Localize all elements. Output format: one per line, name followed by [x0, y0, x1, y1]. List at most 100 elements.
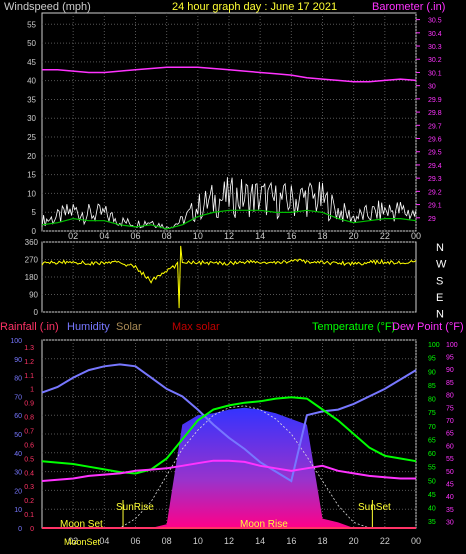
direction-series — [41, 245, 417, 309]
low-x-tick: 22 — [380, 536, 390, 546]
solar-label: Solar — [116, 321, 142, 333]
temp-tick: 75 — [428, 410, 436, 417]
direction-line — [41, 245, 417, 309]
low-x-tick: 20 — [349, 536, 359, 546]
baro-tick: 30.5 — [428, 18, 442, 25]
humidity-label: Humidity — [67, 321, 110, 333]
baro-tick: 30 — [428, 84, 436, 91]
wind-y-tick: 20 — [27, 152, 36, 161]
wind-x-tick: 04 — [99, 231, 109, 241]
rainfall-label: Rainfall (.in) — [0, 321, 59, 333]
barometer-label: Barometer (.in) — [372, 1, 445, 13]
baro-tick: 29.6 — [428, 137, 442, 144]
temp-tick: 100 — [428, 342, 440, 349]
dew-tick: 90 — [446, 367, 454, 374]
sunrise-label: SunRise — [116, 502, 154, 513]
dew-tick: 65 — [446, 431, 454, 438]
wind-grid — [42, 13, 417, 232]
graph-title: 24 hour graph day : June 17 2021 — [172, 1, 337, 13]
rain-tick: 0.7 — [24, 429, 34, 436]
humidity-tick: 100 — [10, 338, 22, 345]
dew-tick: 40 — [446, 494, 454, 501]
wind-average-line — [41, 209, 417, 230]
wind-y-tick: 40 — [27, 77, 36, 86]
baro-tick: 29.9 — [428, 97, 442, 104]
dew-tick: 95 — [446, 355, 454, 362]
dir-y-tick: 270 — [25, 256, 39, 265]
barometer-line — [42, 66, 417, 83]
humidity-tick: 90 — [14, 357, 22, 364]
temperature-label: Temperature (°F) — [312, 321, 395, 333]
wind-y-tick: 55 — [27, 20, 36, 29]
rain-tick: 0.1 — [24, 512, 34, 519]
baro-tick: 29.4 — [428, 163, 442, 170]
dir-y-tick: 180 — [25, 273, 39, 282]
barometer-ticks: 29 29.1 29.2 29.3 29.4 29.5 29.6 29.7 29.8 29.9 30… — [416, 18, 442, 223]
low-x-tick: 06 — [130, 536, 140, 546]
rain-tick: 0.4 — [24, 470, 34, 477]
rain-tick: 0.3 — [24, 484, 34, 491]
temperature-line — [41, 396, 417, 475]
low-x-tick: 12 — [224, 536, 234, 546]
wind-y-tick: 45 — [27, 58, 36, 67]
dew-tick: 70 — [446, 418, 454, 425]
temp-tick: 95 — [428, 356, 436, 363]
sunset-label: SunSet — [358, 502, 391, 513]
wind-x-tick: 20 — [349, 231, 359, 241]
rain-tick: 0.9 — [24, 401, 34, 408]
dew-tick: 75 — [446, 405, 454, 412]
low-x-tick: 02 — [68, 536, 78, 546]
dew-tick: 85 — [446, 380, 454, 387]
wind-x-tick: 08 — [162, 231, 172, 241]
humidity-tick: 80 — [14, 376, 22, 383]
windspeed-line — [41, 177, 417, 230]
temp-tick: 65 — [428, 437, 436, 444]
dewpoint-label: Dew Point (°F) — [392, 321, 464, 333]
baro-tick: 29.8 — [428, 110, 442, 117]
baro-tick: 29.5 — [428, 150, 442, 157]
wind-y-ticks: 0 5 10 15 20 25 30 35 40 45 50 55 — [27, 20, 36, 236]
temp-tick: 60 — [428, 451, 436, 458]
compass-label: N — [436, 309, 444, 321]
dew-tick: 45 — [446, 482, 454, 489]
humidity-tick: 40 — [14, 451, 22, 458]
rain-tick: 0.6 — [24, 442, 34, 449]
baro-tick: 29 — [428, 216, 436, 223]
moon-set-label: Moon Set — [60, 519, 103, 530]
rain-tick: 0.8 — [24, 415, 34, 422]
wind-series — [41, 66, 417, 230]
wind-x-tick: 14 — [255, 231, 265, 241]
low-x-tick: 16 — [286, 536, 296, 546]
wind-y-tick: 25 — [27, 133, 36, 142]
compass-label: W — [436, 259, 447, 271]
dew-tick: 35 — [446, 507, 454, 514]
humidity-tick: 60 — [14, 413, 22, 420]
wind-y-tick: 50 — [27, 39, 36, 48]
low-x-tick: 08 — [162, 536, 172, 546]
rain-tick: 0.2 — [24, 498, 34, 505]
wind-y-tick: 0 — [32, 227, 37, 236]
dew-tick: 100 — [446, 342, 458, 349]
moon-rise-label: Moon Rise — [240, 519, 288, 530]
baro-tick: 29.3 — [428, 176, 442, 183]
temp-tick: 45 — [428, 492, 436, 499]
low-x-tick: 04 — [99, 536, 109, 546]
wind-x-tick: 06 — [130, 231, 140, 241]
rain-tick: 0.5 — [24, 456, 34, 463]
dew-tick: 30 — [446, 520, 454, 527]
max-solar-label: Max solar — [172, 321, 220, 333]
dir-y-tick: 0 — [34, 308, 39, 317]
baro-tick: 30.1 — [428, 70, 442, 77]
rain-tick: 1.1 — [24, 373, 34, 380]
rain-tick: 0 — [30, 526, 34, 533]
wind-panel-frame — [41, 12, 417, 232]
low-x-tick: 00 — [411, 536, 421, 546]
low-x-tick: 18 — [317, 536, 327, 546]
dewpoint-line — [41, 459, 416, 482]
wind-x-tick: 16 — [286, 231, 296, 241]
lower-series — [41, 363, 417, 529]
wind-y-tick: 30 — [27, 114, 36, 123]
